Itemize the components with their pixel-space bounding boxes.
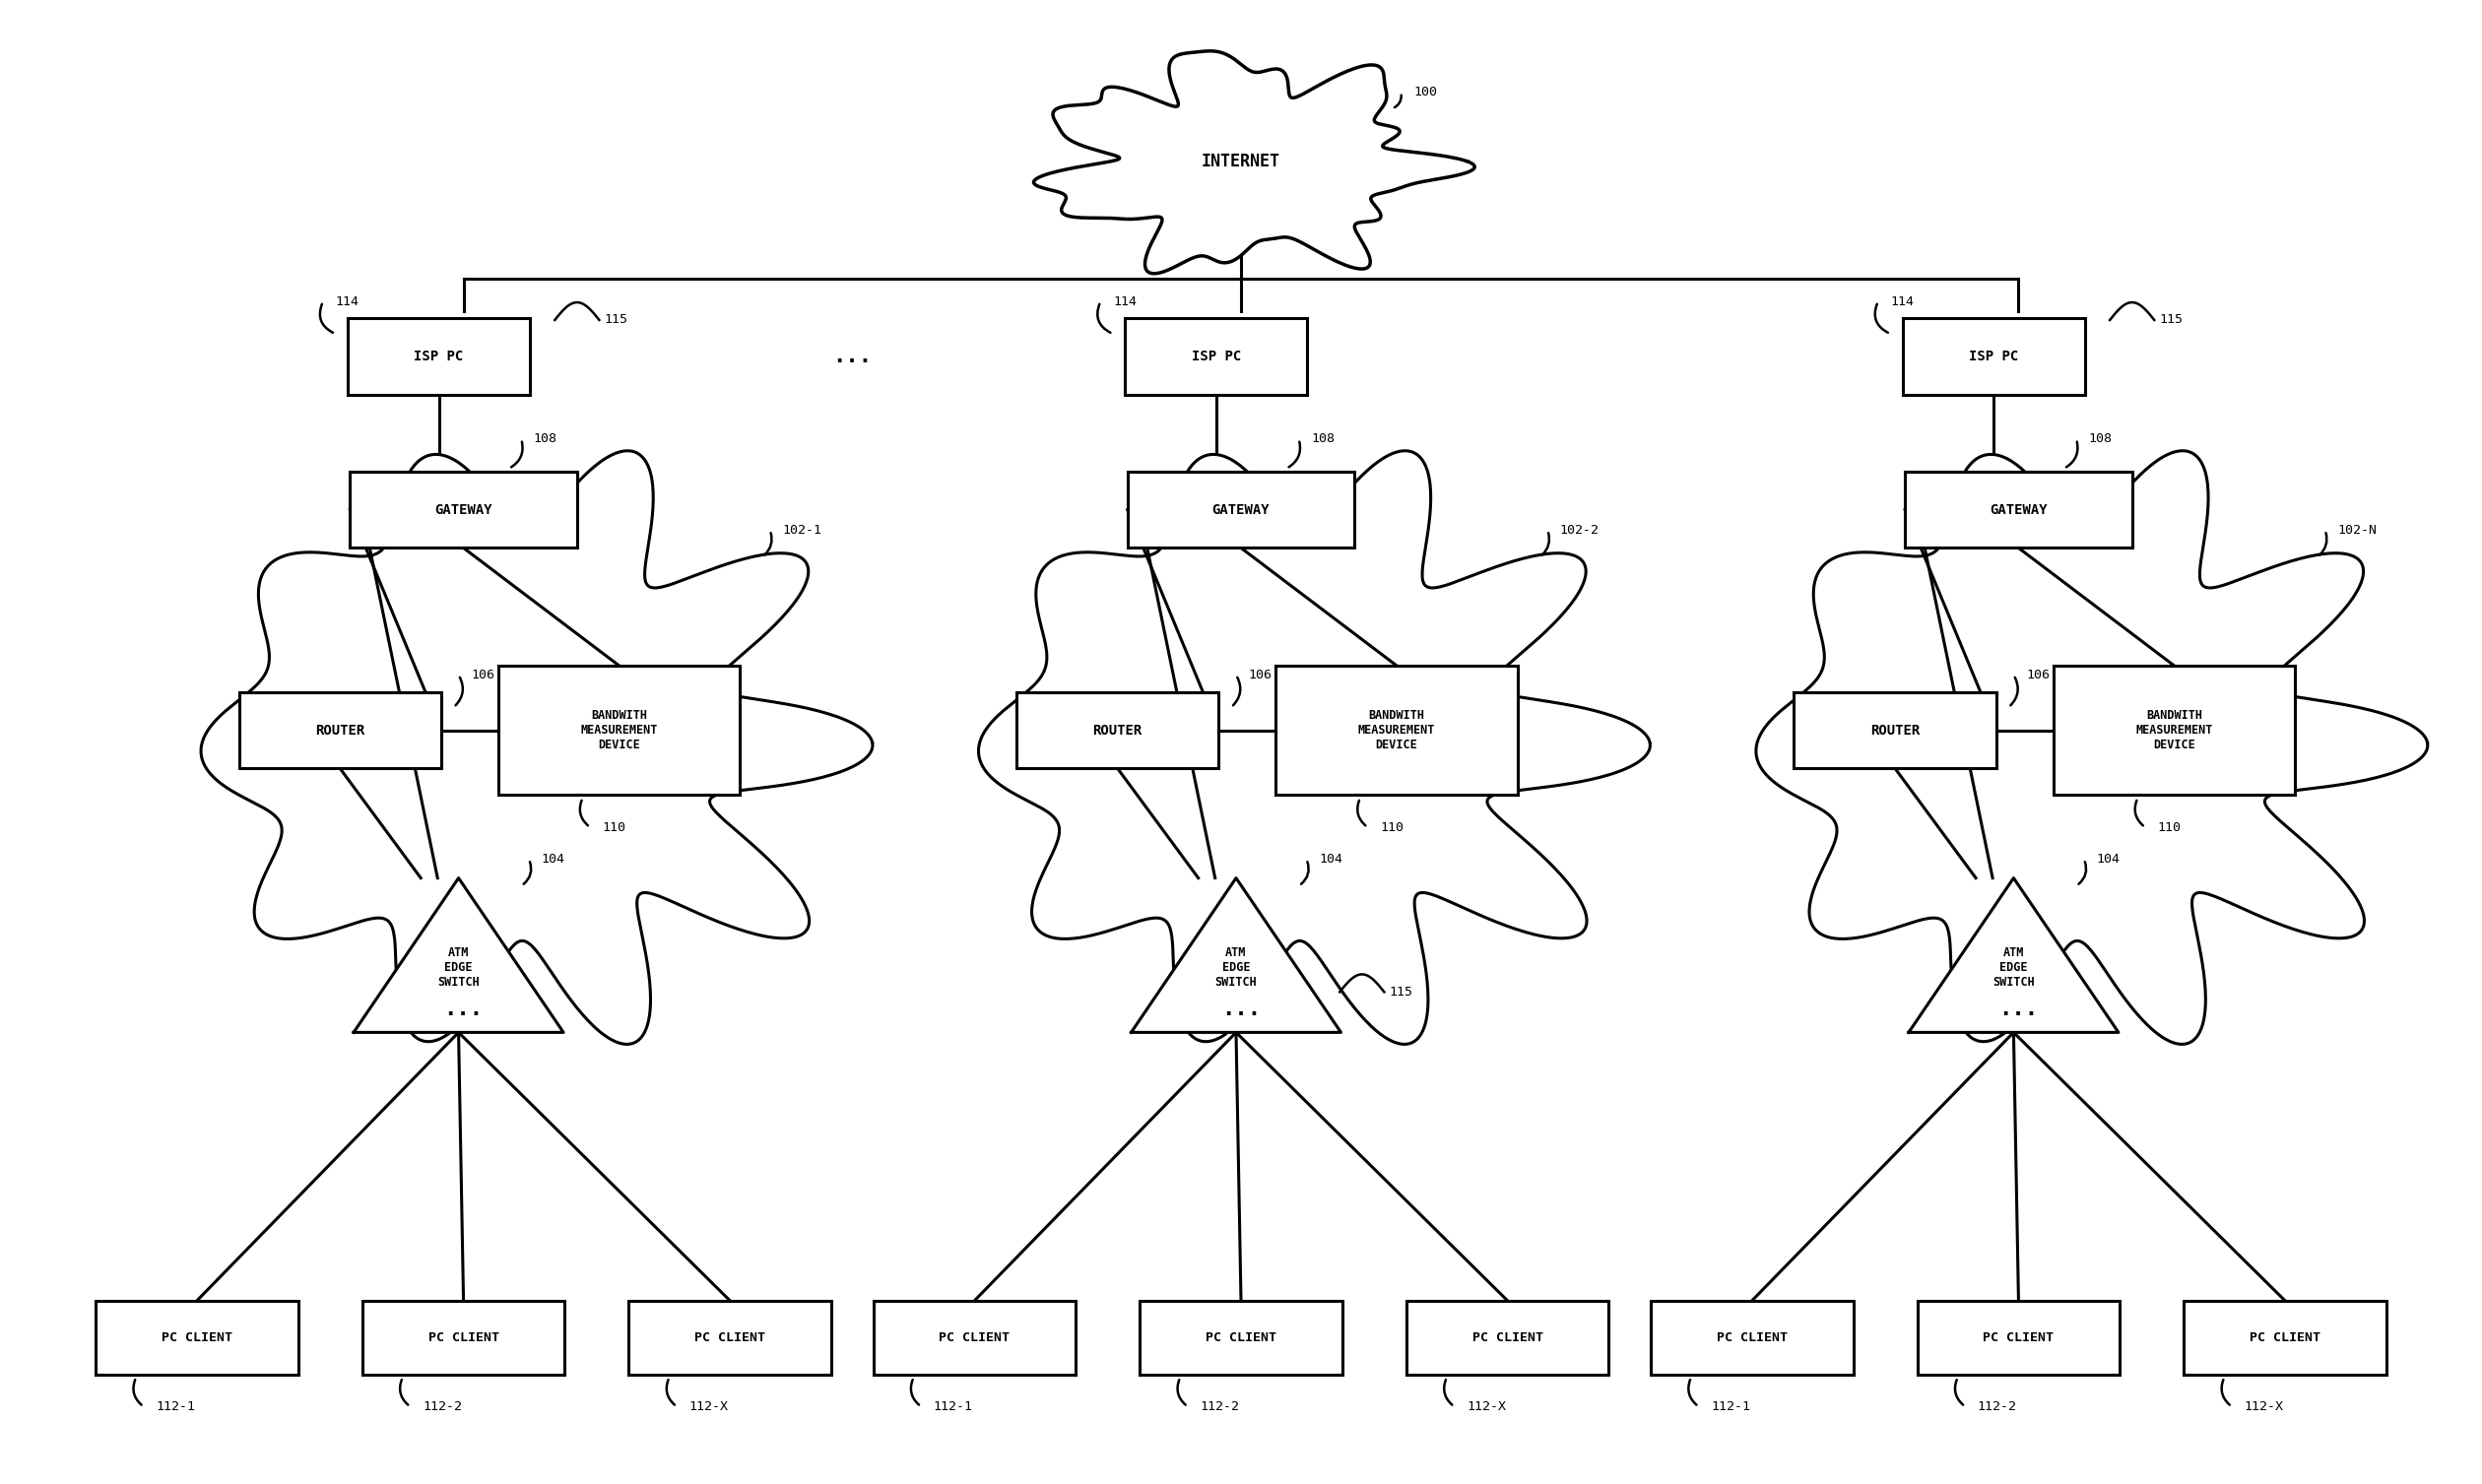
Text: PC CLIENT: PC CLIENT [2249, 1331, 2321, 1345]
FancyBboxPatch shape [1124, 319, 1308, 395]
Text: BANDWITH
MEASUREMENT
DEVICE: BANDWITH MEASUREMENT DEVICE [1358, 709, 1435, 751]
FancyBboxPatch shape [2184, 1300, 2385, 1374]
Text: PC CLIENT: PC CLIENT [427, 1331, 499, 1345]
Text: PC CLIENT: PC CLIENT [1983, 1331, 2055, 1345]
Text: PC CLIENT: PC CLIENT [938, 1331, 1010, 1345]
FancyBboxPatch shape [97, 1300, 298, 1374]
Text: PC CLIENT: PC CLIENT [1718, 1331, 1787, 1345]
FancyBboxPatch shape [2053, 665, 2296, 795]
Text: ISP PC: ISP PC [1968, 350, 2018, 364]
FancyBboxPatch shape [1127, 472, 1355, 548]
Text: 110: 110 [2157, 821, 2182, 834]
Polygon shape [352, 879, 563, 1033]
Text: INTERNET: INTERNET [1201, 153, 1281, 171]
Text: ROUTER: ROUTER [1092, 723, 1142, 738]
Polygon shape [1755, 451, 2427, 1045]
Text: BANDWITH
MEASUREMENT
DEVICE: BANDWITH MEASUREMENT DEVICE [2135, 709, 2211, 751]
FancyBboxPatch shape [238, 692, 442, 769]
FancyBboxPatch shape [1794, 692, 1996, 769]
Text: PC CLIENT: PC CLIENT [695, 1331, 764, 1345]
Text: 115: 115 [603, 313, 628, 326]
FancyBboxPatch shape [1906, 472, 2132, 548]
Text: 110: 110 [603, 821, 625, 834]
Text: 112-1: 112-1 [1710, 1401, 1750, 1413]
Text: ROUTER: ROUTER [1871, 723, 1921, 738]
Text: ISP PC: ISP PC [414, 350, 464, 364]
Text: GATEWAY: GATEWAY [1991, 503, 2048, 516]
Text: 112-1: 112-1 [933, 1401, 973, 1413]
Text: 115: 115 [1390, 985, 1412, 999]
Text: 108: 108 [2090, 433, 2112, 445]
Text: 112-X: 112-X [2244, 1401, 2283, 1413]
Text: 110: 110 [1380, 821, 1405, 834]
Text: 108: 108 [1310, 433, 1335, 445]
FancyBboxPatch shape [1407, 1300, 1608, 1374]
FancyBboxPatch shape [499, 665, 740, 795]
Text: PC CLIENT: PC CLIENT [161, 1331, 233, 1345]
Text: ...: ... [831, 347, 871, 367]
Text: BANDWITH
MEASUREMENT
DEVICE: BANDWITH MEASUREMENT DEVICE [581, 709, 658, 751]
Text: ...: ... [1221, 999, 1261, 1020]
Text: 106: 106 [472, 669, 494, 681]
FancyBboxPatch shape [350, 472, 576, 548]
FancyBboxPatch shape [1276, 665, 1517, 795]
Text: 115: 115 [2159, 313, 2182, 326]
FancyBboxPatch shape [347, 319, 529, 395]
Text: 102-1: 102-1 [782, 524, 822, 537]
Polygon shape [201, 451, 874, 1045]
Text: 104: 104 [1318, 853, 1343, 865]
Text: 106: 106 [2025, 669, 2050, 681]
Text: GATEWAY: GATEWAY [1211, 503, 1271, 516]
Text: 102-N: 102-N [2338, 524, 2378, 537]
Text: 104: 104 [541, 853, 566, 865]
Text: ...: ... [444, 999, 484, 1020]
FancyBboxPatch shape [1018, 692, 1219, 769]
Text: ATM
EDGE
SWITCH: ATM EDGE SWITCH [1993, 947, 2035, 988]
Text: 100: 100 [1412, 86, 1437, 99]
Text: 108: 108 [534, 433, 558, 445]
FancyBboxPatch shape [628, 1300, 831, 1374]
Text: PC CLIENT: PC CLIENT [1472, 1331, 1544, 1345]
Text: ATM
EDGE
SWITCH: ATM EDGE SWITCH [1216, 947, 1256, 988]
Text: 112-1: 112-1 [156, 1401, 196, 1413]
Text: ...: ... [1998, 999, 2038, 1020]
Text: 104: 104 [2097, 853, 2120, 865]
Text: 114: 114 [1112, 295, 1137, 307]
Polygon shape [1132, 879, 1340, 1033]
Text: GATEWAY: GATEWAY [434, 503, 491, 516]
FancyBboxPatch shape [362, 1300, 566, 1374]
Text: 114: 114 [335, 295, 360, 307]
Text: 102-2: 102-2 [1559, 524, 1598, 537]
FancyBboxPatch shape [1651, 1300, 1854, 1374]
Text: PC CLIENT: PC CLIENT [1206, 1331, 1276, 1345]
Text: 106: 106 [1248, 669, 1273, 681]
FancyBboxPatch shape [874, 1300, 1075, 1374]
Text: ATM
EDGE
SWITCH: ATM EDGE SWITCH [437, 947, 479, 988]
Polygon shape [1909, 879, 2120, 1033]
Polygon shape [1033, 50, 1474, 273]
Text: 112-2: 112-2 [422, 1401, 462, 1413]
Text: 112-2: 112-2 [1199, 1401, 1239, 1413]
Text: 112-X: 112-X [690, 1401, 730, 1413]
FancyBboxPatch shape [1139, 1300, 1343, 1374]
FancyBboxPatch shape [1916, 1300, 2120, 1374]
Text: 112-X: 112-X [1467, 1401, 1507, 1413]
Text: ISP PC: ISP PC [1191, 350, 1241, 364]
FancyBboxPatch shape [1904, 319, 2085, 395]
Text: 112-2: 112-2 [1978, 1401, 2018, 1413]
Text: 114: 114 [1891, 295, 1914, 307]
Polygon shape [978, 451, 1651, 1045]
Text: ROUTER: ROUTER [315, 723, 365, 738]
